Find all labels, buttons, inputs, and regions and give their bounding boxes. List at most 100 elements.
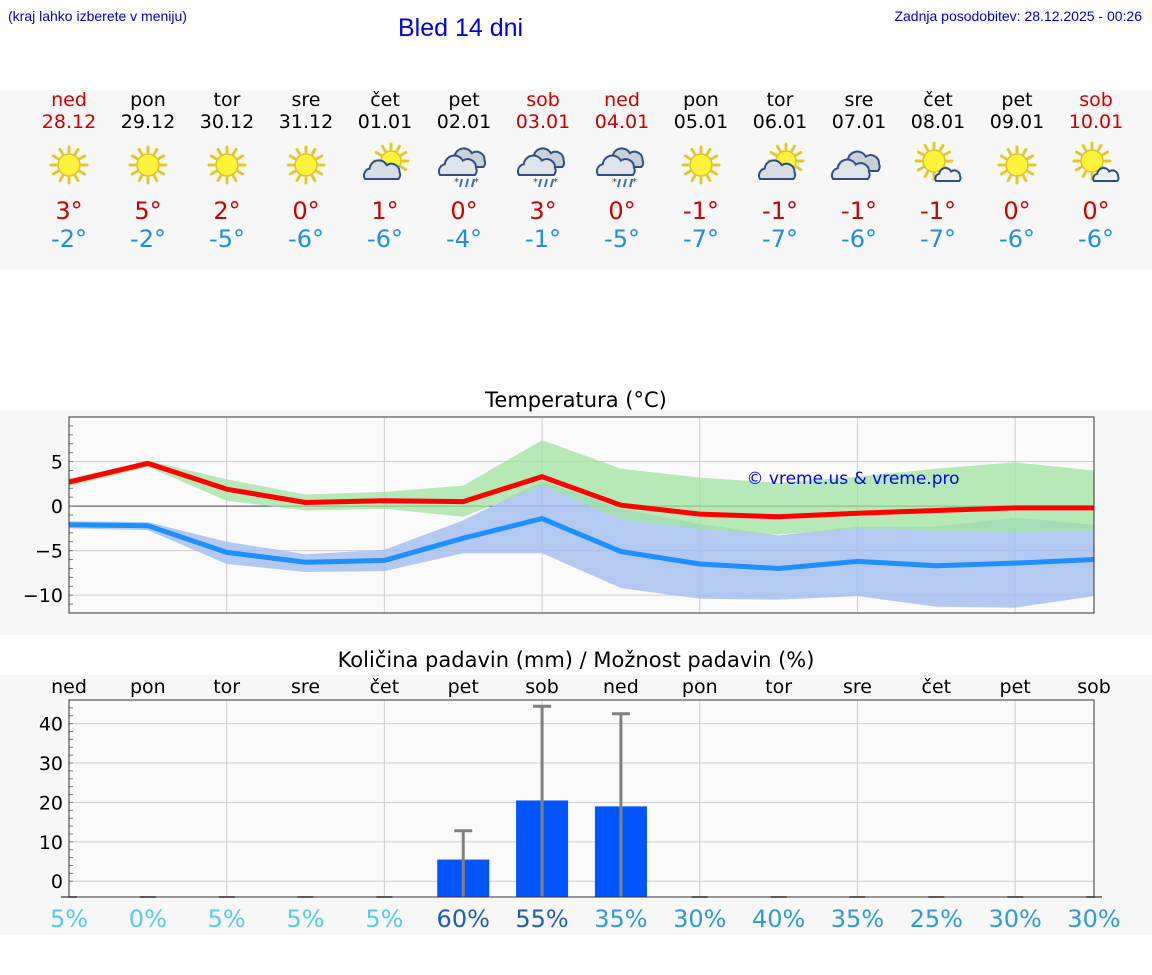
icon-part — [136, 153, 160, 177]
max-temperature: 0° — [292, 197, 320, 225]
y-tick-label: 20 — [39, 792, 63, 814]
icon-part — [922, 149, 946, 173]
day-date: 08.01 — [910, 111, 966, 133]
max-temperature: 0° — [1003, 197, 1031, 225]
icon-part — [288, 170, 297, 176]
precipitation-probability: 35% — [831, 905, 884, 933]
page-title: Bled 14 dni — [398, 14, 524, 42]
temperature-chart-title: Temperatura (°C) — [485, 388, 667, 412]
max-temperature: 3° — [529, 197, 557, 225]
precipitation-probability: 25% — [910, 905, 963, 933]
day-forecast: čet 01.01 1° -6° — [345, 89, 425, 253]
cloud-sleet-icon: * * — [516, 147, 566, 188]
partly-cloudy-icon — [758, 142, 805, 180]
icon-part — [776, 144, 782, 153]
icon-part — [49, 145, 89, 185]
max-temperature: -1° — [841, 197, 877, 225]
x-tick-label: ned — [603, 676, 639, 698]
icon-part — [683, 170, 692, 176]
max-temperature-range-band — [69, 440, 1094, 535]
icon-part — [399, 151, 408, 157]
icon-part — [216, 174, 222, 183]
y-tick-label: 0 — [51, 871, 63, 893]
icon-part — [595, 154, 636, 176]
day-date: 10.01 — [1068, 111, 1124, 133]
icon-part — [128, 145, 168, 185]
min-temperature: -6° — [999, 225, 1035, 253]
min-temperature: -6° — [288, 225, 324, 253]
icon-part — [130, 170, 139, 176]
max-temperature: 5° — [134, 197, 162, 225]
min-temperature: -7° — [762, 225, 798, 253]
icon-part — [516, 154, 557, 176]
precipitation-probability: 40% — [752, 905, 805, 933]
max-temperature: -1° — [683, 197, 719, 225]
icon-part — [295, 147, 301, 156]
plot-frame — [68, 416, 1095, 614]
icon-part — [943, 150, 952, 156]
day-forecast: sob 03.01 * * 3° -1° — [503, 89, 583, 253]
cloudy-icon — [830, 150, 881, 180]
icon-part: * — [474, 177, 479, 188]
max-temperature: 3° — [55, 197, 83, 225]
day-name: sob — [526, 89, 560, 111]
icon-part — [830, 150, 881, 180]
day-name: tor — [766, 89, 794, 111]
icon-part — [1022, 174, 1028, 183]
icon-part: * * — [595, 147, 645, 188]
icon-part — [209, 154, 218, 160]
icon-part — [74, 147, 80, 156]
plot-frame — [68, 699, 1095, 898]
icon-part — [681, 145, 721, 185]
day-date: 29.12 — [120, 111, 176, 133]
icon-part — [130, 154, 139, 160]
x-tick-label: čet — [370, 676, 400, 698]
icon-part — [690, 174, 696, 183]
icon-part — [363, 159, 402, 180]
icon-part: * — [454, 177, 459, 188]
icon-part — [690, 147, 696, 156]
icon-part — [923, 170, 929, 179]
min-temperature-range-band — [69, 481, 1094, 608]
day-name: pet — [448, 89, 480, 111]
precipitation-probability: 30% — [988, 905, 1041, 933]
day-date: 31.12 — [278, 111, 334, 133]
icon-part: * — [533, 177, 538, 188]
icon-part — [629, 178, 633, 188]
day-forecast: sre 31.12 0° -6° — [266, 89, 346, 253]
partly-cloudy-icon — [363, 142, 410, 180]
icon-part: * * — [437, 147, 487, 188]
icon-part — [710, 154, 719, 160]
icon-part — [1026, 154, 1035, 160]
x-tick-label: sob — [525, 676, 559, 698]
icon-part — [74, 174, 80, 183]
day-forecast: čet 08.01 -1° -7° — [898, 89, 978, 253]
icon-part — [999, 154, 1008, 160]
icon-part — [934, 167, 962, 182]
sun-small-cloud-icon — [914, 141, 962, 182]
watermark: © vreme.us & vreme.pro — [746, 469, 959, 489]
precipitation-probability: 5% — [50, 905, 88, 933]
max-temperature: -1° — [762, 197, 798, 225]
icon-part — [216, 147, 222, 156]
x-tick-label: sre — [291, 676, 320, 698]
day-name: čet — [370, 89, 400, 111]
precipitation-probability: 0% — [129, 905, 167, 933]
icon-part — [437, 154, 478, 176]
icon-part — [1006, 147, 1012, 156]
icon-part: * — [612, 177, 617, 188]
day-forecast: tor 30.12 2° -5° — [187, 89, 267, 253]
icon-part — [157, 154, 166, 160]
icon-part — [1022, 147, 1028, 156]
min-temperature: -6° — [841, 225, 877, 253]
min-temperature: -6° — [1078, 225, 1114, 253]
day-date: 05.01 — [673, 111, 729, 133]
icon-part — [381, 144, 387, 153]
icon-part — [78, 170, 87, 176]
icon-part — [236, 154, 245, 160]
day-forecast: pon 29.12 5° -2° — [108, 89, 188, 253]
icon-part — [997, 145, 1037, 185]
icon-part — [295, 174, 301, 183]
precipitation-probability: 5% — [286, 905, 324, 933]
